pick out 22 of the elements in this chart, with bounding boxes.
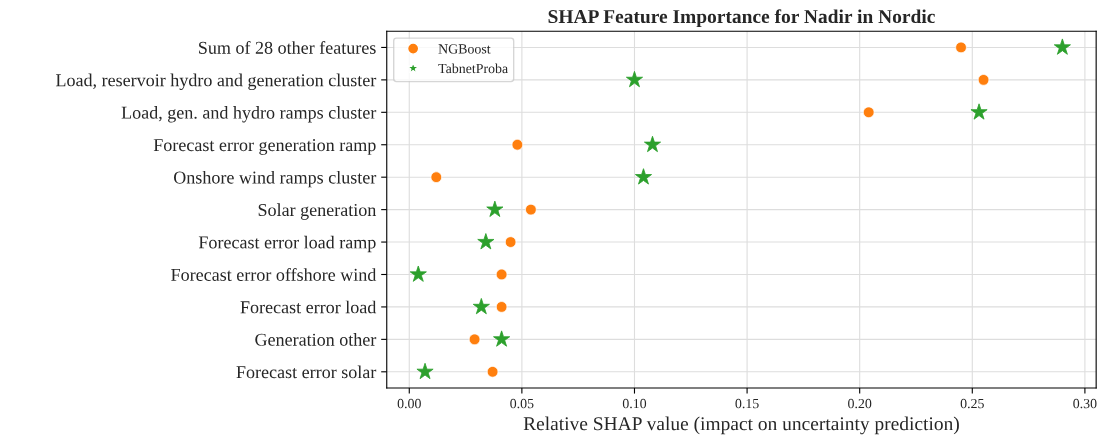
x-tick-label: 0.15 (735, 398, 759, 409)
y-tick-label: Onshore wind ramps cluster (173, 170, 377, 188)
y-tick-label: Load, reservoir hydro and generation cluster (55, 73, 377, 91)
y-tick-label: Solar generation (258, 203, 377, 220)
y-tick-label: Generation other (255, 333, 377, 346)
x-tick-label: 0.00 (397, 398, 421, 409)
y-tick-label: Forecast error generation ramp (153, 139, 376, 155)
x-tick-label: 0.30 (1073, 398, 1097, 409)
y-tick-label: Forecast error load (240, 300, 377, 314)
y-tick-label: Forecast error load ramp (198, 235, 376, 253)
y-tick-label: Forecast error solar (236, 365, 377, 379)
y-tick-label: Sum of 28 other features (199, 40, 376, 54)
legend-label: NGBoost (438, 44, 491, 54)
x-tick-label: 0.10 (622, 398, 647, 409)
y-tick-label: Forecast error offshore wind (171, 268, 377, 281)
x-tick-label: 0.25 (960, 398, 984, 409)
y-tick-label: Load, gen. and hydro ramps cluster (121, 106, 377, 123)
x-axis-title: Relative SHAP value (impact on uncertainty prediction) (523, 416, 959, 435)
x-tick-label: 0.05 (510, 398, 534, 409)
x-tick-label: 0.20 (848, 398, 872, 409)
chart-title: SHAP Feature Importance for Nadir in Nordic (548, 9, 935, 28)
legend-label: TabnetProba (438, 63, 508, 74)
